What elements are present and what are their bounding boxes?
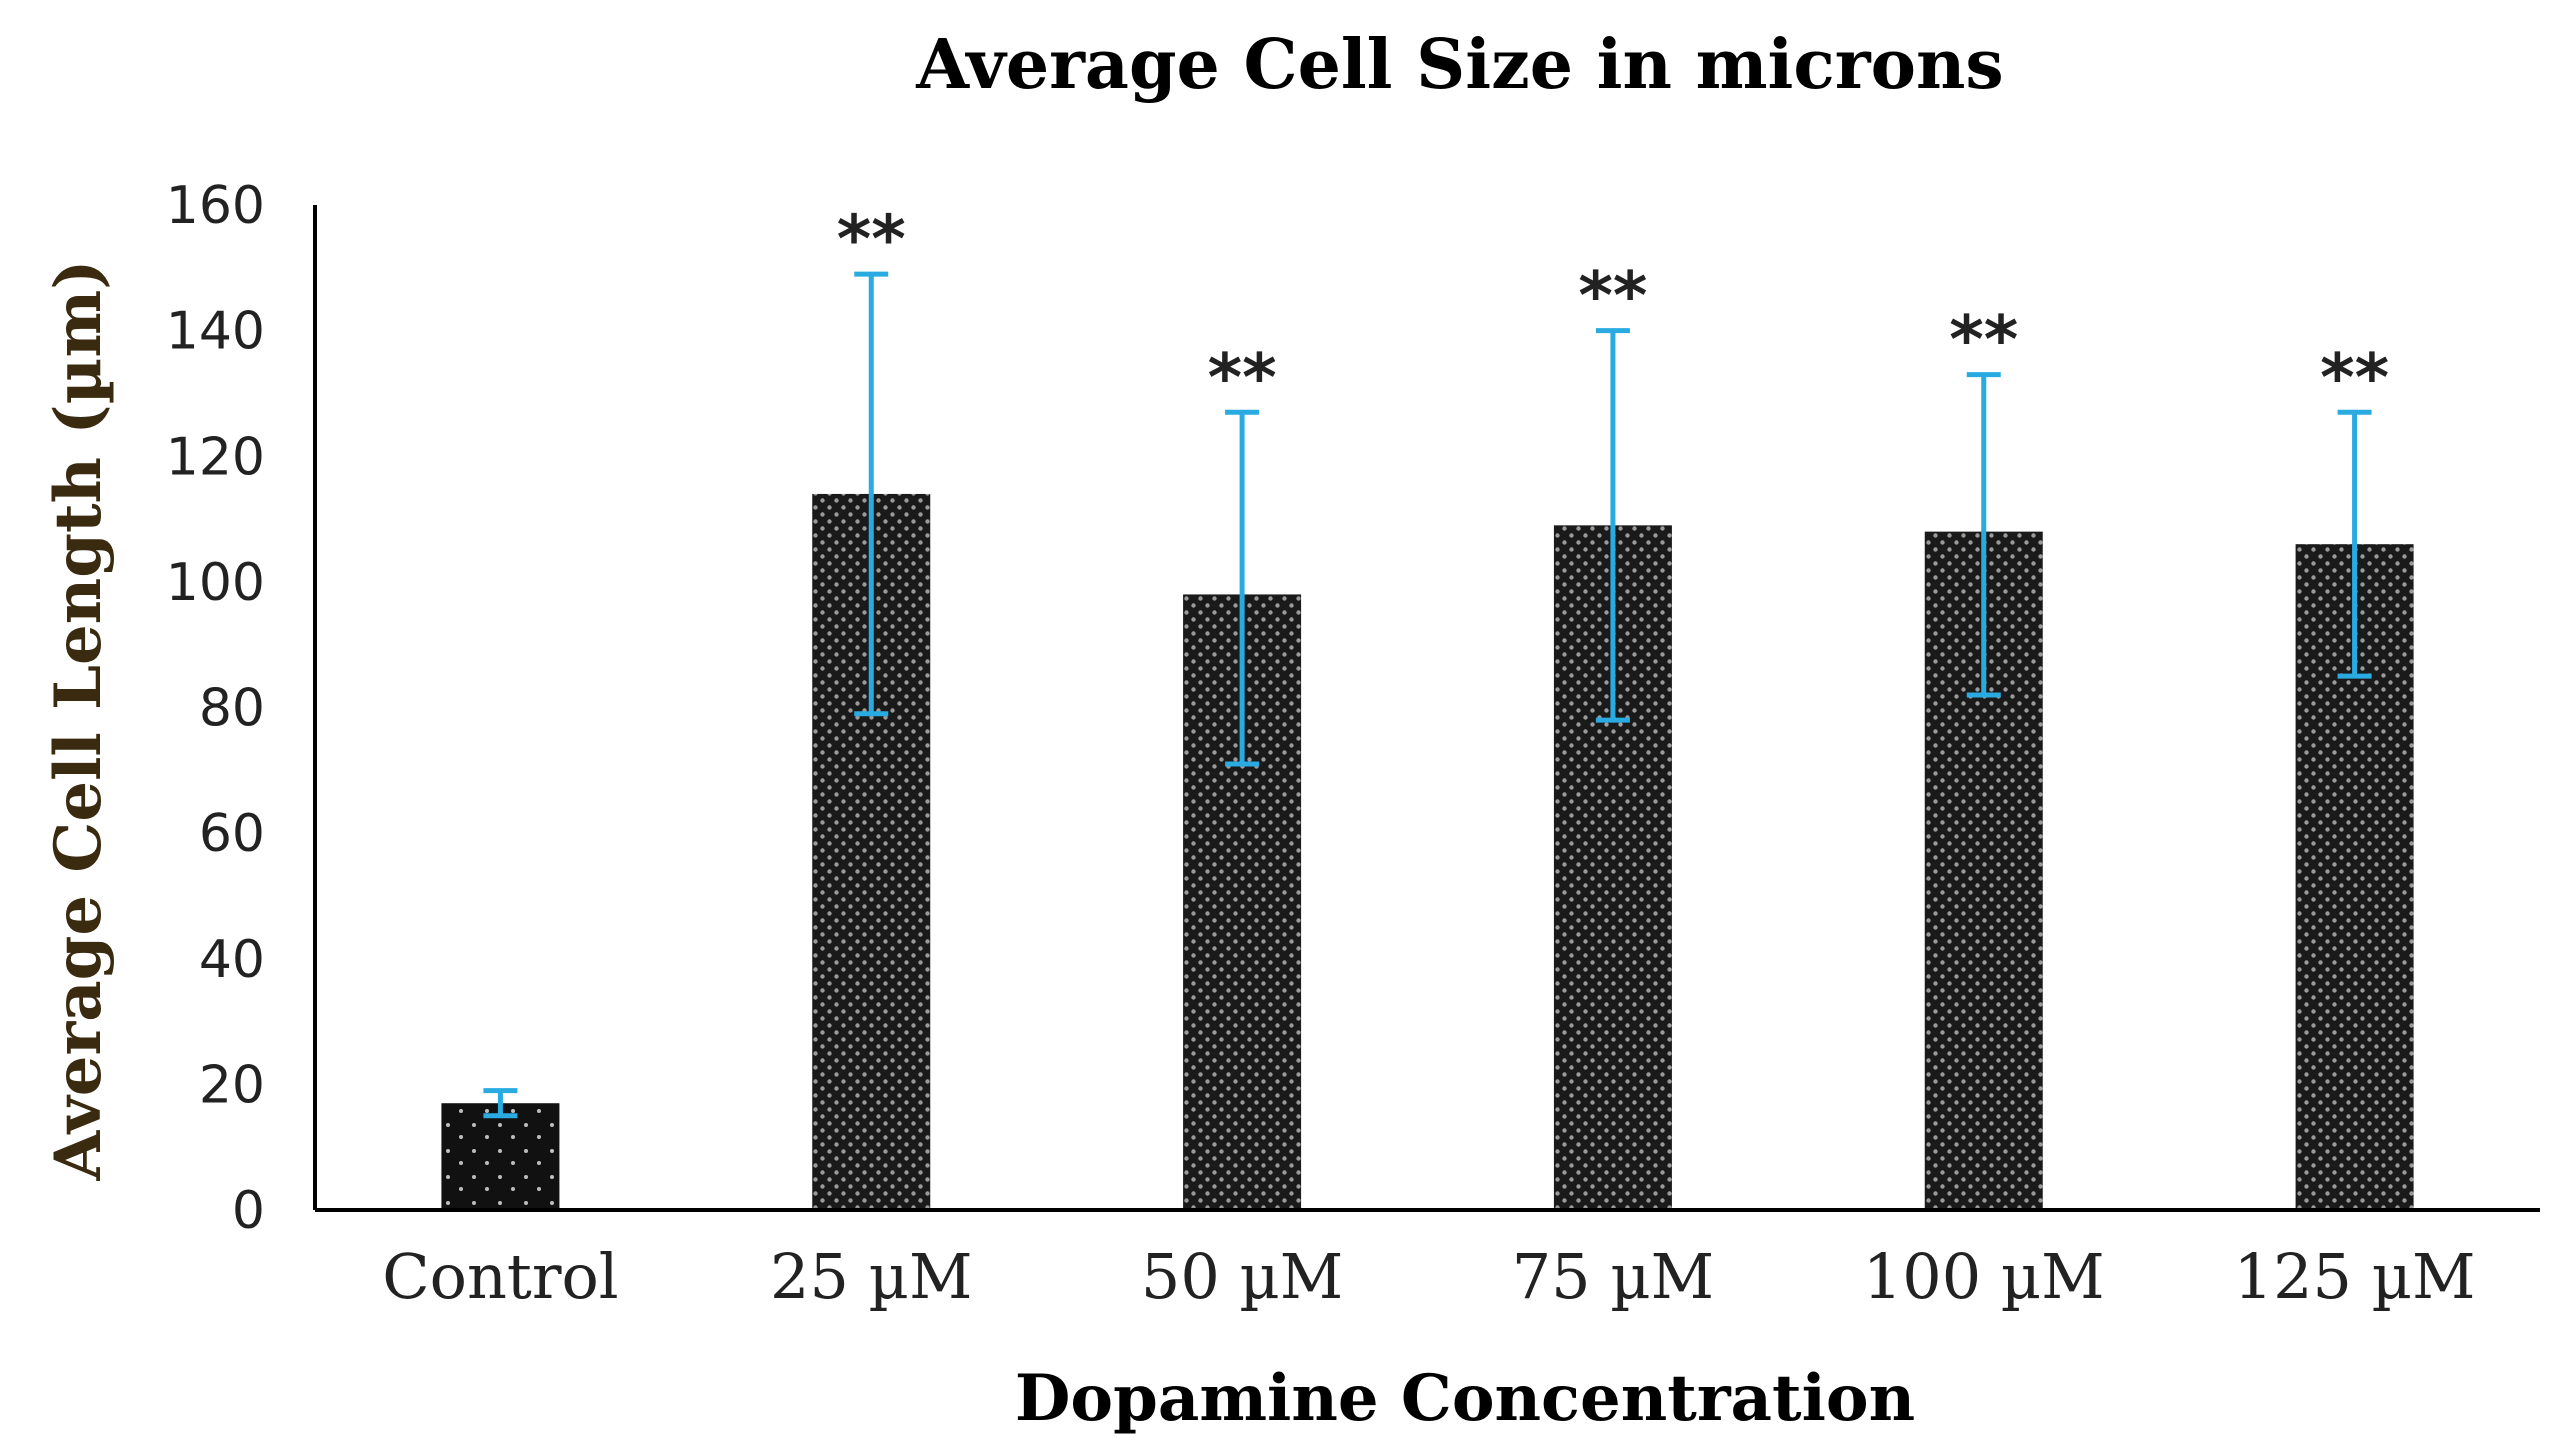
significance-marker: ** <box>837 201 906 278</box>
y-tick-label: 100 <box>166 553 265 613</box>
error-bar <box>483 1088 518 1119</box>
y-tick-label: 160 <box>166 176 265 236</box>
x-tick-label: 75 µM <box>1512 1240 1714 1313</box>
x-tick-label: Control <box>382 1240 618 1313</box>
x-tick-label: 50 µM <box>1141 1240 1343 1313</box>
error-bar <box>1225 409 1260 767</box>
y-tick-label: 60 <box>199 804 265 864</box>
y-tick-label: 120 <box>166 427 265 487</box>
y-axis-title: Average Cell Length (µm) <box>41 260 116 1182</box>
x-axis-title: Dopamine Concentration <box>1015 1361 1915 1436</box>
y-tick-label: 80 <box>199 679 265 739</box>
error-bars <box>483 271 2372 1119</box>
x-tick-label: 125 µM <box>2234 1240 2476 1313</box>
significance-marker: ** <box>1949 302 2018 379</box>
x-tick-label: 100 µM <box>1863 1240 2105 1313</box>
error-bar <box>1595 328 1630 723</box>
y-tick-labels: 0 20 40 60 80 100 120 140 160 <box>166 176 265 1241</box>
significance-marker: ** <box>1578 258 1647 335</box>
significance-markers: ** ** ** ** ** <box>837 201 2389 416</box>
error-bar <box>2337 409 2372 679</box>
error-bar <box>854 271 889 717</box>
error-bar <box>1966 372 2001 698</box>
y-tick-label: 0 <box>232 1181 265 1241</box>
y-tick-label: 20 <box>199 1055 265 1115</box>
bars <box>441 493 2414 1210</box>
y-tick-label: 40 <box>199 930 265 990</box>
bar <box>441 1103 560 1210</box>
y-axis-title-group: Average Cell Length (µm) <box>41 260 116 1182</box>
x-tick-label: 25 µM <box>770 1240 972 1313</box>
chart-title: Average Cell Size in microns <box>915 25 2003 105</box>
y-tick-label: 140 <box>166 302 265 362</box>
significance-marker: ** <box>2320 339 2389 416</box>
significance-marker: ** <box>1208 339 1277 416</box>
x-tick-labels: Control 25 µM 50 µM 75 µM 100 µM 125 µM <box>382 1240 2475 1313</box>
